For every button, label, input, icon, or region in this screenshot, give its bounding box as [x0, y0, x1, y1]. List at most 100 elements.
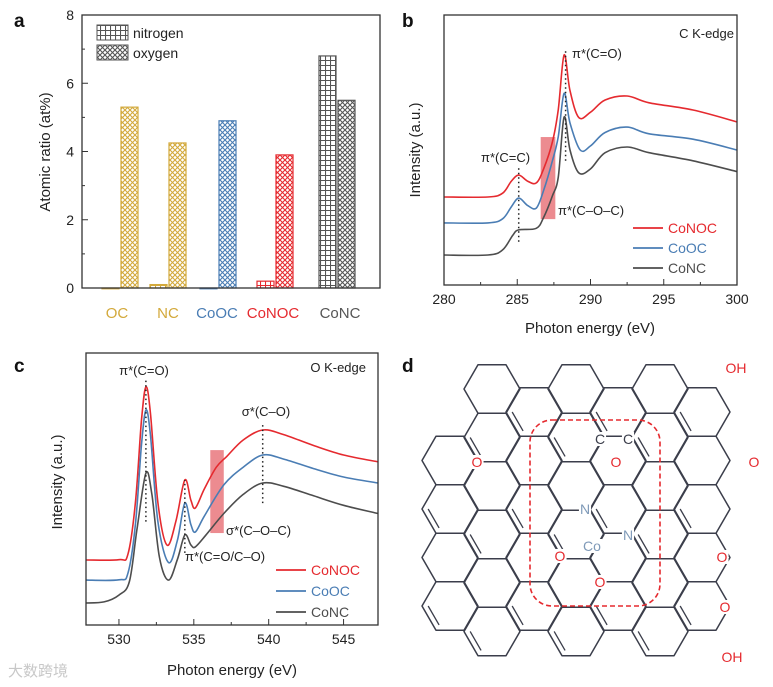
- panel-c-title: O K-edge: [310, 360, 366, 375]
- x-tick-label: 530: [107, 631, 131, 647]
- x-tick-label: 290: [579, 291, 603, 307]
- panel-label-d: d: [402, 356, 414, 377]
- bar-CoNOC-nitrogen: [256, 280, 275, 289]
- annotation-sigma-c-o-c: σ*(C–O–C): [226, 523, 291, 538]
- panel-c-ylabel: Intensity (a.u.): [49, 434, 66, 529]
- y-tick-label: 8: [66, 7, 74, 23]
- atom-label-background: [578, 502, 592, 516]
- double-bond: [553, 631, 566, 651]
- atom-nitrogen: N: [580, 501, 590, 517]
- atom-ketone-oxygen: O: [472, 454, 483, 470]
- diagram-co-n-o-graphene: [421, 364, 731, 657]
- double-bond: [553, 437, 566, 457]
- double-bond: [427, 605, 440, 626]
- y-tick-label: 6: [66, 75, 74, 91]
- y-tick-label: 0: [66, 280, 74, 296]
- y-tick-label: 4: [66, 144, 74, 160]
- category-label-OC: OC: [106, 305, 129, 322]
- legend-swatch-nitrogen: [96, 24, 129, 41]
- legend-label-oxygen: oxygen: [133, 45, 178, 61]
- atom-label-background: [720, 650, 744, 664]
- bar-CoOC-oxygen: [218, 120, 237, 289]
- annotation-pi-c-o: π*(C=O): [572, 46, 622, 61]
- legend-label-nitrogen: nitrogen: [133, 25, 184, 41]
- x-tick-label: 300: [725, 291, 749, 307]
- series-line-CoOC: [85, 409, 379, 582]
- legend-label-CoNOC: CoNOC: [311, 562, 360, 578]
- bar-CoNOC-oxygen: [275, 154, 294, 289]
- panel-b-xlabel: Photon energy (eV): [525, 320, 655, 337]
- atom-nitrogen: N: [623, 527, 633, 543]
- double-bond: [511, 411, 524, 432]
- double-bond: [595, 411, 608, 432]
- panel-c-legend: CoNOC CoOC CoNC: [276, 562, 360, 620]
- double-bond: [679, 508, 692, 529]
- line-chart-c-k-edge: 280 285 290 295 300: [432, 14, 749, 307]
- double-bond: [637, 437, 650, 457]
- annotation-pi-c-o-c-o: π*(C=O/C–O): [185, 549, 265, 564]
- atom-ketone-oxygen: O: [749, 454, 760, 470]
- bar-CoNC-nitrogen: [318, 55, 337, 289]
- legend-label-CoNC: CoNC: [311, 604, 349, 620]
- bar-chart-atomic-ratio: OC NC CoOC CoNOC CoNC 0 2 4 6 8: [66, 7, 381, 322]
- atom-oxygen: O: [555, 548, 566, 564]
- atom-label-background: [593, 432, 607, 446]
- bar-NC-oxygen: [168, 142, 187, 289]
- axes-frame: [85, 352, 379, 626]
- annotation-sigma-c-o: σ*(C–O): [242, 404, 290, 419]
- double-bond: [679, 605, 692, 626]
- double-bond: [637, 534, 650, 554]
- double-bond: [427, 508, 440, 529]
- panel-b-legend: CoNOC CoOC CoNC: [633, 220, 717, 276]
- y-tick-label: 2: [66, 212, 74, 228]
- atom-label-background: [724, 361, 748, 375]
- double-bond: [637, 631, 650, 651]
- series-line-CoNC: [85, 471, 379, 604]
- double-bond: [511, 605, 524, 626]
- x-tick-label: 280: [432, 291, 456, 307]
- diagram-atom-labels: C C O N N Co O O O OH O O O OH: [470, 360, 761, 665]
- watermark: 大数跨境: [8, 662, 68, 680]
- double-bond: [469, 534, 482, 554]
- x-tick-label: 535: [182, 631, 206, 647]
- x-tick-label: 285: [506, 291, 530, 307]
- legend-label-CoOC: CoOC: [311, 583, 350, 599]
- legend-label-CoOC: CoOC: [668, 240, 707, 256]
- annotation-pi-c-o: π*(C=O): [119, 363, 169, 378]
- double-bond: [511, 508, 524, 529]
- bar-OC-oxygen: [120, 106, 139, 289]
- category-label-CoNOC: CoNOC: [247, 305, 300, 322]
- hexagon-ring: [547, 364, 605, 414]
- atom-carboxyl-hydroxyl: OH: [722, 649, 743, 665]
- atom-carboxyl-oxygen: O: [720, 599, 731, 615]
- double-bond: [595, 508, 608, 529]
- atom-label-background: [747, 455, 761, 469]
- annotation-pi-c-c: π*(C=C): [481, 150, 530, 165]
- atom-label-background: [609, 455, 623, 469]
- atom-label-background: [582, 539, 603, 553]
- x-tick-label: 295: [652, 291, 676, 307]
- bar-CoNC-oxygen: [337, 99, 356, 289]
- panel-label-c: c: [14, 356, 25, 377]
- atom-carbon: C: [595, 431, 605, 447]
- atom-label-background: [715, 550, 729, 564]
- panel-a-ylabel: Atomic ratio (at%): [37, 92, 54, 211]
- hexagon-ring: [463, 364, 521, 414]
- atom-epoxy-oxygen: O: [611, 454, 622, 470]
- annotation-pi-c-o-c: π*(C–O–C): [558, 203, 624, 218]
- active-site-dashed-box: [529, 419, 661, 607]
- panel-b-ylabel: Intensity (a.u.): [407, 102, 424, 197]
- atom-label-background: [553, 549, 567, 563]
- panel-label-b: b: [402, 11, 414, 32]
- series-line-CoNC: [443, 116, 738, 257]
- atom-cobalt: Co: [583, 538, 601, 554]
- category-label-CoNC: CoNC: [320, 305, 361, 322]
- atom-label-background: [593, 575, 607, 589]
- series-line-CoOC: [443, 92, 738, 225]
- legend-label-CoNC: CoNC: [668, 260, 706, 276]
- atom-label-background: [621, 528, 635, 542]
- atom-hydroxyl: OH: [726, 360, 747, 376]
- double-bond: [679, 411, 692, 432]
- line-chart-o-k-edge: 530 535 540 545: [85, 352, 379, 647]
